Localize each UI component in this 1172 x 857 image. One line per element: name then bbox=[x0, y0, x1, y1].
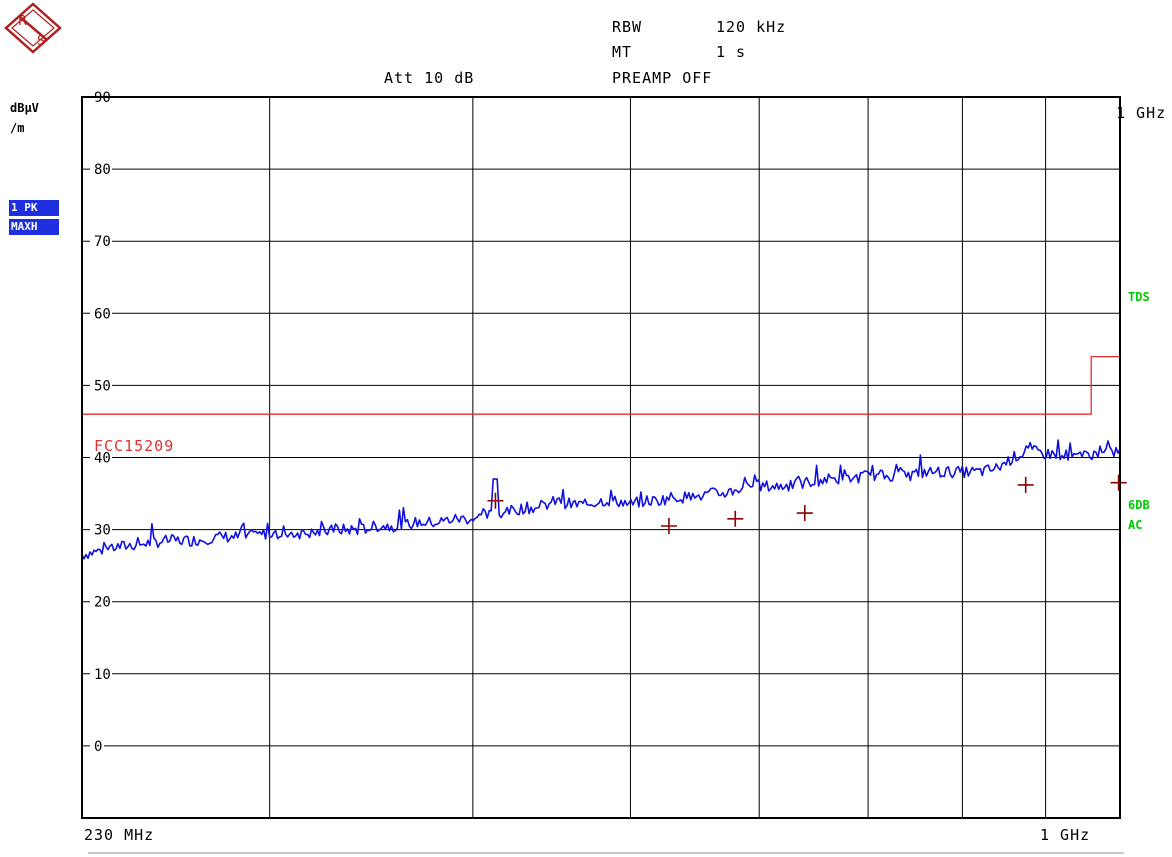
marker-5 bbox=[1017, 476, 1034, 493]
marker-freq-label-bg bbox=[1112, 103, 1172, 121]
side-label-6db: 6DB bbox=[1128, 498, 1150, 512]
side-label-tds: TDS bbox=[1128, 290, 1150, 304]
y-unit-line1: dBµV bbox=[10, 101, 39, 115]
marker-group bbox=[487, 474, 1127, 534]
marker-2 bbox=[660, 517, 677, 534]
y-tick-label-bg-80 bbox=[90, 161, 112, 178]
rbw-value: 120 kHz bbox=[716, 18, 787, 36]
x-stop-label: 1 GHz bbox=[1040, 826, 1091, 844]
y-tick-label-bg-60 bbox=[90, 305, 112, 322]
trace-line bbox=[81, 439, 1121, 560]
trace-badge-maxh: MAXH bbox=[9, 219, 59, 235]
y-tick-label-60: 60 bbox=[94, 306, 111, 322]
attenuation-label: Att 10 dB bbox=[384, 69, 475, 87]
y-tick-label-80: 80 bbox=[94, 162, 111, 178]
y-tick-label-0: 0 bbox=[94, 739, 102, 755]
y-tick-label-bg-30 bbox=[90, 521, 112, 538]
marker-3 bbox=[727, 510, 744, 527]
y-tick-label-bg-70 bbox=[90, 233, 112, 250]
marker-1 bbox=[487, 492, 504, 509]
marker-freq-label: 1 GHz bbox=[1116, 104, 1166, 122]
y-tick-label-20: 20 bbox=[94, 595, 111, 611]
y-tick-label-70: 70 bbox=[94, 234, 111, 250]
y-tick-label-10: 10 bbox=[94, 667, 111, 683]
logo-letter-r: R bbox=[18, 14, 27, 29]
marker-4 bbox=[796, 505, 813, 522]
limit-line-name: FCC15209 bbox=[94, 437, 174, 455]
y-tick-label-bg-0 bbox=[90, 737, 104, 754]
rohde-schwarz-logo-icon: R S bbox=[4, 2, 62, 54]
mt-label: MT bbox=[612, 43, 633, 61]
marker-6 bbox=[1110, 474, 1127, 491]
preamp-label: PREAMP OFF bbox=[612, 69, 713, 87]
logo-letter-s: S bbox=[37, 34, 45, 49]
plot-frame-group bbox=[81, 96, 1121, 819]
y-tick-label-40: 40 bbox=[94, 451, 111, 467]
y-unit-line2: /m bbox=[10, 121, 25, 135]
y-tick-label-bg-20 bbox=[90, 593, 112, 610]
y-tick-label-bg-10 bbox=[90, 665, 112, 682]
trace-badge-pk: 1 PK bbox=[9, 200, 59, 216]
y-tick-label-bg-50 bbox=[90, 377, 112, 394]
y-tick-label-bg-40 bbox=[90, 449, 112, 466]
limit-line bbox=[82, 355, 1120, 415]
mt-value: 1 s bbox=[716, 43, 747, 61]
limit-line-group: FCC15209 bbox=[82, 355, 1120, 455]
trace-group bbox=[81, 439, 1121, 560]
plot-grid bbox=[82, 96, 1121, 818]
y-tick-label-50: 50 bbox=[94, 378, 111, 394]
x-start-label: 230 MHz bbox=[84, 826, 155, 844]
rbw-label: RBW bbox=[612, 18, 643, 36]
y-tick-label-30: 30 bbox=[94, 523, 111, 539]
plot-frame bbox=[81, 96, 1121, 819]
side-label-ac: AC bbox=[1128, 518, 1143, 532]
